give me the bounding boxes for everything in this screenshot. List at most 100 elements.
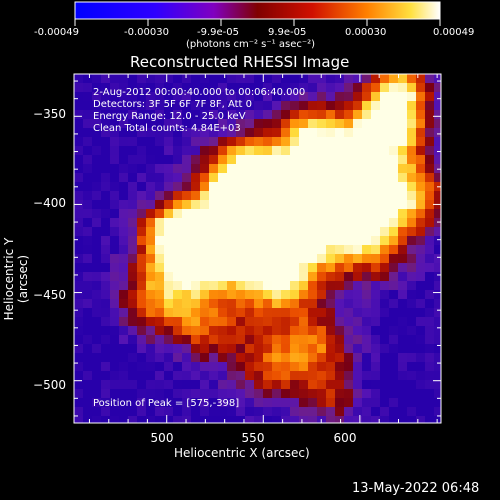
heatmap-cell [137, 335, 147, 345]
heatmap-cell [164, 101, 174, 111]
heatmap-cell [326, 110, 336, 120]
heatmap-cell [182, 164, 192, 174]
heatmap-cell [362, 128, 372, 138]
heatmap-cell [425, 227, 435, 237]
heatmap-cell [389, 398, 399, 408]
heatmap-cell [191, 290, 201, 300]
heatmap-cell [137, 128, 147, 138]
heatmap-cell [137, 119, 147, 129]
heatmap-cell [92, 137, 102, 147]
heatmap-cell [236, 416, 246, 423]
heatmap-cell [200, 92, 210, 102]
heatmap-cell [425, 92, 435, 102]
heatmap-cell [236, 236, 246, 246]
heatmap-cell [389, 353, 399, 363]
heatmap-cell [191, 218, 201, 228]
heatmap-cell [362, 317, 372, 327]
heatmap-cell [236, 362, 246, 372]
heatmap-cell [227, 380, 237, 390]
heatmap-cell [245, 416, 255, 423]
heatmap-cell [290, 245, 300, 255]
heatmap-cell [326, 74, 336, 84]
heatmap-cell [137, 164, 147, 174]
heatmap-cell [191, 281, 201, 291]
heatmap-cell [191, 254, 201, 264]
heatmap-cell [119, 308, 129, 318]
heatmap-cell [425, 371, 435, 381]
heatmap-cell [389, 236, 399, 246]
heatmap-cell [407, 263, 417, 273]
heatmap-cell [335, 308, 345, 318]
heatmap-cell [128, 92, 138, 102]
heatmap-cell [335, 191, 345, 201]
heatmap-cell [299, 362, 309, 372]
heatmap-cell [425, 200, 435, 210]
heatmap-cell [362, 245, 372, 255]
heatmap-cell [200, 236, 210, 246]
heatmap-cell [434, 128, 441, 138]
heatmap-cell [434, 362, 441, 372]
heatmap-cell [209, 182, 219, 192]
heatmap-cell [137, 236, 147, 246]
heatmap-cell [83, 209, 93, 219]
heatmap-cell [119, 119, 129, 129]
heatmap-cell [335, 317, 345, 327]
heatmap-cell [371, 263, 381, 273]
heatmap-cell [182, 389, 192, 399]
heatmap-cell [434, 344, 441, 354]
heatmap-cell [245, 344, 255, 354]
heatmap-cell [182, 299, 192, 309]
heatmap-cell [326, 137, 336, 147]
heatmap-cell [425, 182, 435, 192]
heatmap-cell [245, 326, 255, 336]
heatmap-cell [110, 164, 120, 174]
heatmap-cell [182, 173, 192, 183]
heatmap-cell [317, 299, 327, 309]
heatmap-cell [137, 299, 147, 309]
heatmap-cell [146, 92, 156, 102]
heatmap-cell [380, 308, 390, 318]
heatmap-cell [227, 407, 237, 417]
heatmap-cell [191, 407, 201, 417]
heatmap-cell [263, 326, 273, 336]
heatmap-cell [407, 155, 417, 165]
heatmap-cell [425, 416, 435, 423]
heatmap-cell [425, 281, 435, 291]
heatmap-cell [119, 326, 129, 336]
heatmap-cell [290, 110, 300, 120]
heatmap-cell [182, 200, 192, 210]
heatmap-cell [380, 236, 390, 246]
heatmap-cell [308, 362, 318, 372]
heatmap-cell [128, 137, 138, 147]
heatmap-cell [272, 407, 282, 417]
heatmap-cell [101, 299, 111, 309]
heatmap-cell [200, 173, 210, 183]
heatmap-cell [317, 416, 327, 423]
heatmap-cell [245, 119, 255, 129]
heatmap-cell [236, 407, 246, 417]
heatmap-cell [308, 92, 318, 102]
heatmap-cell [407, 317, 417, 327]
heatmap-cell [326, 416, 336, 423]
heatmap-cell [128, 155, 138, 165]
heatmap-cell [344, 83, 354, 93]
heatmap-cell [209, 299, 219, 309]
heatmap-cell [119, 362, 129, 372]
heatmap-cell [182, 281, 192, 291]
heatmap-cell [173, 254, 183, 264]
heatmap-cell [389, 362, 399, 372]
heatmap-cell [128, 344, 138, 354]
heatmap-cell [155, 119, 165, 129]
heatmap-cell [200, 191, 210, 201]
heatmap-cell [380, 281, 390, 291]
heatmap-cell [380, 137, 390, 147]
heatmap-cell [317, 290, 327, 300]
heatmap-cell [416, 317, 426, 327]
heatmap-cell [146, 344, 156, 354]
heatmap-cell [398, 74, 408, 84]
heatmap-cell [263, 209, 273, 219]
heatmap-cell [146, 83, 156, 93]
heatmap-cell [299, 326, 309, 336]
heatmap-cell [191, 236, 201, 246]
heatmap-cell [344, 344, 354, 354]
